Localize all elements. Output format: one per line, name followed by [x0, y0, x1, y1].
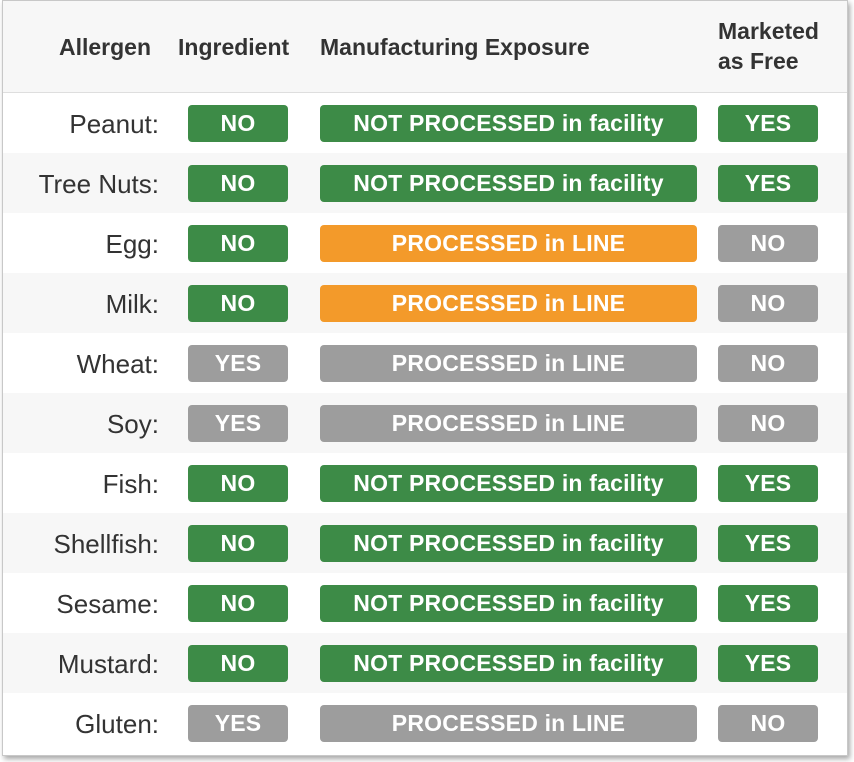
table-row: Tree Nuts: NO NOT PROCESSED in facility YES	[3, 153, 847, 213]
header-marketed-line1: Marketed	[718, 18, 819, 44]
marketed-as-free-badge: NO	[718, 345, 818, 382]
ingredient-badge: YES	[188, 345, 288, 382]
manufacturing-exposure-badge: NOT PROCESSED in facility	[320, 645, 697, 682]
marketed-as-free-badge: YES	[718, 585, 818, 622]
ingredient-badge: NO	[188, 165, 288, 202]
allergen-name: Wheat:	[76, 349, 159, 379]
allergen-name: Fish:	[102, 469, 159, 499]
manufacturing-exposure-badge: PROCESSED in LINE	[320, 345, 697, 382]
header-manufacturing-exposure: Manufacturing Exposure	[320, 34, 590, 60]
ingredient-badge: NO	[188, 645, 288, 682]
header-marketed-as-free: Marketed as Free	[718, 16, 819, 76]
table-row: Fish: NO NOT PROCESSED in facility YES	[3, 453, 847, 513]
header-allergen: Allergen	[59, 34, 152, 60]
ingredient-badge: NO	[188, 225, 288, 262]
ingredient-badge: NO	[188, 525, 288, 562]
table-row: Shellfish: NO NOT PROCESSED in facility YES	[3, 513, 847, 573]
allergen-name: Peanut:	[69, 109, 159, 139]
ingredient-badge: NO	[188, 585, 288, 622]
table-row: Gluten: YES PROCESSED in LINE NO	[3, 693, 847, 753]
marketed-as-free-badge: YES	[718, 105, 818, 142]
manufacturing-exposure-badge: NOT PROCESSED in facility	[320, 465, 697, 502]
table-row: Milk: NO PROCESSED in LINE NO	[3, 273, 847, 333]
marketed-as-free-badge: YES	[718, 645, 818, 682]
marketed-as-free-badge: YES	[718, 525, 818, 562]
allergen-name: Soy:	[106, 409, 159, 439]
manufacturing-exposure-badge: PROCESSED in LINE	[320, 285, 697, 322]
marketed-as-free-badge: NO	[718, 705, 818, 742]
allergen-name: Mustard:	[57, 649, 159, 679]
table-body: Peanut: NO NOT PROCESSED in facility YES Tre…	[3, 93, 847, 753]
table-row: Peanut: NO NOT PROCESSED in facility YES	[3, 93, 847, 153]
marketed-as-free-badge: NO	[718, 285, 818, 322]
manufacturing-exposure-badge: NOT PROCESSED in facility	[320, 585, 697, 622]
allergen-name: Shellfish:	[53, 529, 160, 559]
table-row: Soy: YES PROCESSED in LINE NO	[3, 393, 847, 453]
marketed-as-free-badge: YES	[718, 165, 818, 202]
marketed-as-free-badge: NO	[718, 225, 818, 262]
allergen-name: Sesame:	[56, 589, 159, 619]
ingredient-badge: YES	[188, 405, 288, 442]
allergen-name: Milk:	[105, 289, 159, 319]
table-row: Sesame: NO NOT PROCESSED in facility YES	[3, 573, 847, 633]
marketed-as-free-badge: NO	[718, 405, 818, 442]
table-row: Egg: NO PROCESSED in LINE NO	[3, 213, 847, 273]
manufacturing-exposure-badge: PROCESSED in LINE	[320, 405, 697, 442]
manufacturing-exposure-badge: NOT PROCESSED in facility	[320, 525, 697, 562]
manufacturing-exposure-badge: NOT PROCESSED in facility	[320, 105, 697, 142]
ingredient-badge: NO	[188, 465, 288, 502]
allergen-name: Gluten:	[75, 709, 159, 739]
ingredient-badge: YES	[188, 705, 288, 742]
manufacturing-exposure-badge: PROCESSED in LINE	[320, 705, 697, 742]
allergen-name: Tree Nuts:	[38, 169, 159, 199]
table-row: Mustard: NO NOT PROCESSED in facility YES	[3, 633, 847, 693]
header-marketed-line2: as Free	[718, 48, 799, 74]
table-header: Allergen Ingredient Manufacturing Exposu…	[3, 1, 847, 93]
ingredient-badge: NO	[188, 285, 288, 322]
allergen-name: Egg:	[105, 229, 160, 259]
marketed-as-free-badge: YES	[718, 465, 818, 502]
ingredient-badge: NO	[188, 105, 288, 142]
header-ingredient: Ingredient	[178, 34, 290, 60]
table-row: Wheat: YES PROCESSED in LINE NO	[3, 333, 847, 393]
manufacturing-exposure-badge: PROCESSED in LINE	[320, 225, 697, 262]
manufacturing-exposure-badge: NOT PROCESSED in facility	[320, 165, 697, 202]
